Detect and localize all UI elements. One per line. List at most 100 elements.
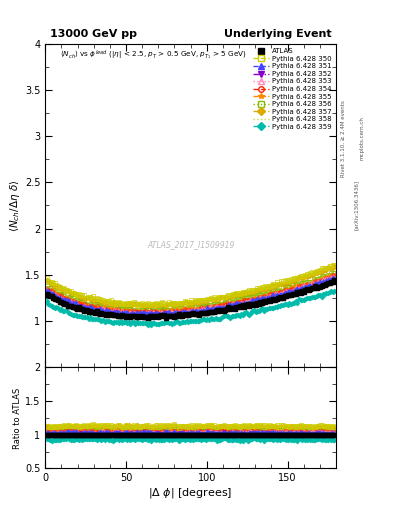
Pythia 6.428 354: [44, 286, 49, 292]
Pythia 6.428 351: [331, 274, 335, 280]
Pythia 6.428 352: [44, 289, 49, 295]
Pythia 6.428 354: [154, 309, 158, 315]
ATLAS: [163, 315, 168, 321]
Pythia 6.428 357: [78, 294, 83, 301]
Text: [arXiv:1306.3436]: [arXiv:1306.3436]: [354, 180, 359, 230]
Pythia 6.428 350: [134, 302, 139, 308]
Pythia 6.428 352: [301, 287, 306, 293]
Pythia 6.428 350: [332, 262, 337, 268]
Pythia 6.428 353: [78, 303, 83, 309]
Line: Pythia 6.428 351: Pythia 6.428 351: [45, 275, 336, 316]
Pythia 6.428 357: [162, 304, 167, 310]
Line: Pythia 6.428 358: Pythia 6.428 358: [47, 279, 334, 315]
Pythia 6.428 351: [44, 287, 49, 293]
Pythia 6.428 358: [324, 279, 329, 285]
Pythia 6.428 358: [49, 292, 54, 298]
Pythia 6.428 350: [104, 298, 108, 304]
Text: 13000 GeV pp: 13000 GeV pp: [50, 29, 136, 39]
Pythia 6.428 358: [78, 303, 83, 309]
ATLAS: [49, 293, 54, 299]
Pythia 6.428 358: [155, 312, 160, 318]
Pythia 6.428 359: [104, 318, 108, 324]
Pythia 6.428 351: [332, 274, 337, 281]
Pythia 6.428 350: [324, 265, 329, 271]
ATLAS: [44, 291, 49, 297]
ATLAS: [301, 289, 306, 295]
Pythia 6.428 355: [324, 273, 329, 280]
Pythia 6.428 350: [155, 301, 160, 307]
Pythia 6.428 359: [301, 296, 306, 303]
Pythia 6.428 357: [301, 274, 306, 280]
Pythia 6.428 352: [155, 311, 160, 317]
Pythia 6.428 356: [104, 305, 108, 311]
Pythia 6.428 353: [324, 275, 329, 281]
Pythia 6.428 351: [49, 290, 54, 296]
Pythia 6.428 354: [332, 272, 337, 279]
Pythia 6.428 350: [301, 273, 306, 279]
Pythia 6.428 351: [104, 306, 108, 312]
Pythia 6.428 355: [49, 286, 54, 292]
Pythia 6.428 357: [104, 299, 108, 305]
Pythia 6.428 354: [324, 275, 329, 281]
Pythia 6.428 356: [332, 270, 337, 276]
Pythia 6.428 357: [44, 277, 49, 283]
Pythia 6.428 353: [44, 286, 49, 292]
Pythia 6.428 359: [332, 288, 337, 294]
Pythia 6.428 359: [78, 313, 83, 319]
Text: Rivet 3.1.10, ≥ 2.4M events: Rivet 3.1.10, ≥ 2.4M events: [341, 100, 346, 177]
Text: Underlying Event: Underlying Event: [224, 29, 332, 39]
Pythia 6.428 352: [324, 280, 329, 286]
Pythia 6.428 357: [332, 263, 337, 269]
Text: ATLAS_2017_I1509919: ATLAS_2017_I1509919: [147, 240, 234, 249]
Line: Pythia 6.428 352: Pythia 6.428 352: [45, 279, 336, 318]
Pythia 6.428 354: [78, 302, 83, 308]
Pythia 6.428 358: [147, 312, 152, 318]
ATLAS: [78, 306, 83, 312]
Pythia 6.428 358: [301, 287, 306, 293]
Pythia 6.428 355: [332, 271, 337, 278]
Pythia 6.428 359: [146, 322, 151, 328]
Pythia 6.428 351: [158, 311, 163, 317]
Legend: ATLAS, Pythia 6.428 350, Pythia 6.428 351, Pythia 6.428 352, Pythia 6.428 353, P: ATLAS, Pythia 6.428 350, Pythia 6.428 35…: [252, 47, 332, 131]
Pythia 6.428 356: [155, 307, 160, 313]
Pythia 6.428 355: [154, 307, 158, 313]
Pythia 6.428 359: [324, 290, 329, 296]
Pythia 6.428 354: [104, 306, 108, 312]
Pythia 6.428 353: [49, 289, 54, 295]
Pythia 6.428 357: [154, 302, 158, 308]
Pythia 6.428 358: [332, 276, 337, 282]
Pythia 6.428 354: [168, 310, 173, 316]
ATLAS: [332, 276, 337, 283]
Text: $\langle N_{ch}\rangle$ vs $\phi^{lead}$ ($|\eta|$ < 2.5, $p_T$ > 0.5 GeV, $p_{T: $\langle N_{ch}\rangle$ vs $\phi^{lead}$…: [60, 48, 247, 62]
Pythia 6.428 356: [44, 283, 49, 289]
Pythia 6.428 355: [301, 282, 306, 288]
Pythia 6.428 355: [158, 310, 163, 316]
Y-axis label: Ratio to ATLAS: Ratio to ATLAS: [13, 387, 22, 449]
Pythia 6.428 351: [324, 277, 329, 283]
X-axis label: $|\Delta\ \phi|$ [degrees]: $|\Delta\ \phi|$ [degrees]: [149, 486, 233, 500]
Pythia 6.428 356: [49, 287, 54, 293]
Line: Pythia 6.428 353: Pythia 6.428 353: [45, 274, 336, 315]
Pythia 6.428 352: [49, 292, 54, 298]
Pythia 6.428 353: [332, 274, 337, 280]
Pythia 6.428 359: [49, 304, 54, 310]
Pythia 6.428 353: [154, 310, 158, 316]
Pythia 6.428 355: [78, 302, 83, 308]
Line: Pythia 6.428 350: Pythia 6.428 350: [45, 263, 336, 307]
Line: Pythia 6.428 355: Pythia 6.428 355: [45, 273, 336, 314]
Pythia 6.428 352: [154, 314, 158, 320]
Pythia 6.428 352: [332, 278, 337, 284]
Line: Pythia 6.428 354: Pythia 6.428 354: [45, 273, 336, 315]
Pythia 6.428 358: [44, 289, 49, 295]
Pythia 6.428 350: [331, 262, 335, 268]
Line: Pythia 6.428 359: Pythia 6.428 359: [45, 289, 336, 327]
ATLAS: [104, 312, 108, 318]
Pythia 6.428 358: [331, 276, 335, 282]
Pythia 6.428 350: [44, 275, 49, 282]
Pythia 6.428 354: [301, 282, 306, 288]
Pythia 6.428 356: [149, 309, 154, 315]
Pythia 6.428 351: [154, 309, 158, 315]
Line: Pythia 6.428 356: Pythia 6.428 356: [45, 271, 336, 313]
Pythia 6.428 357: [324, 267, 329, 273]
Y-axis label: $\langle N_{ch}/\Delta\eta\ \delta\rangle$: $\langle N_{ch}/\Delta\eta\ \delta\rangl…: [8, 179, 22, 232]
